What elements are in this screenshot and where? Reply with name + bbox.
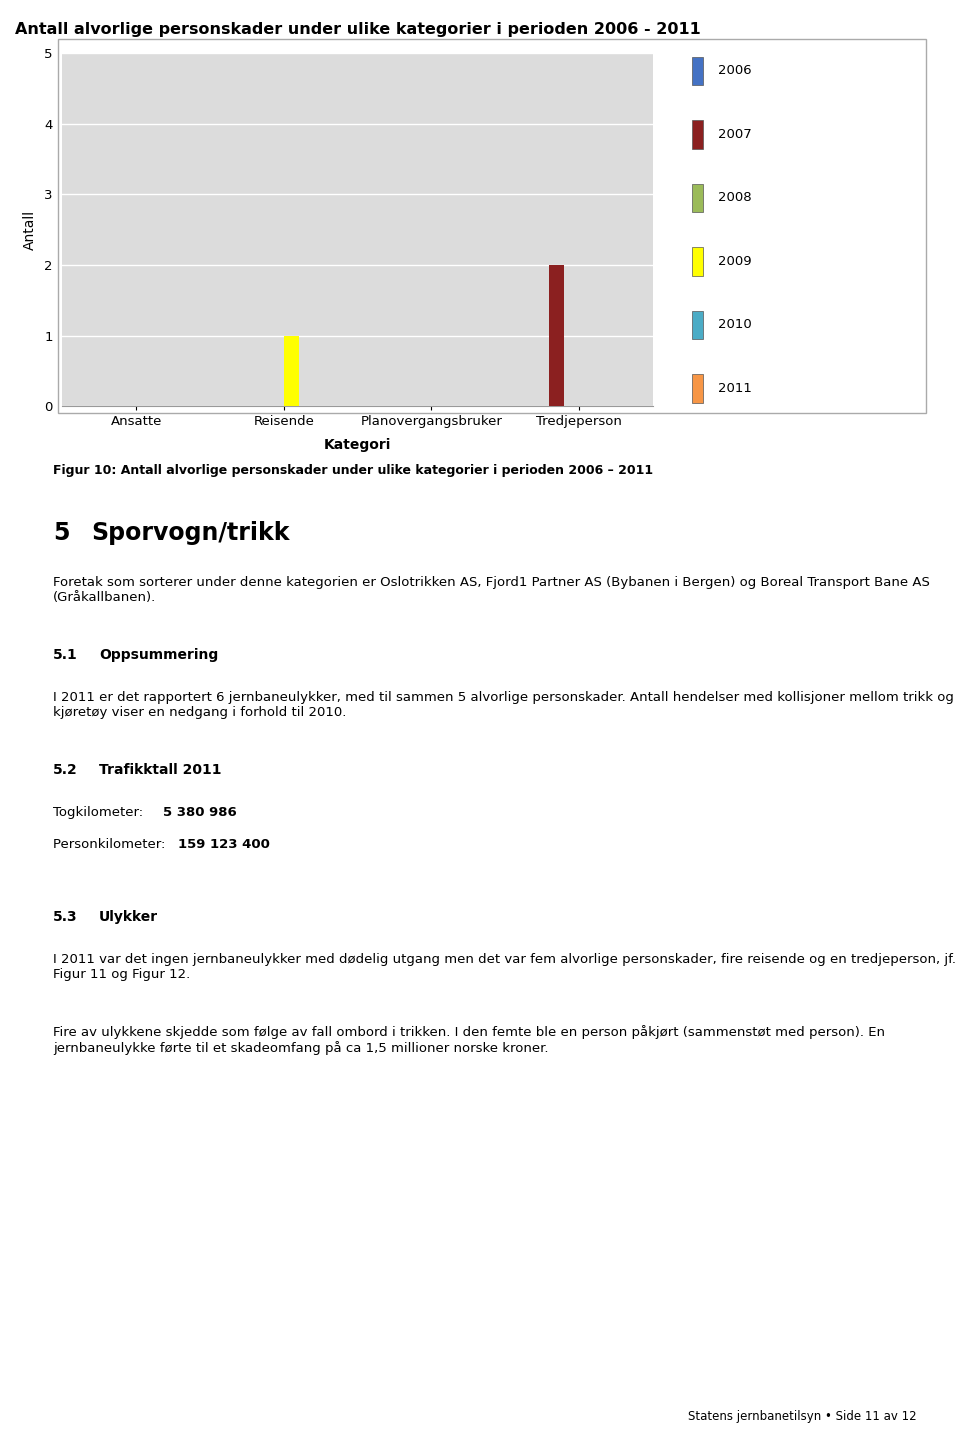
Text: Personkilometer:: Personkilometer:	[53, 838, 169, 851]
Text: 5 380 986: 5 380 986	[163, 806, 237, 819]
Text: 2006: 2006	[718, 65, 752, 78]
Text: 5.2: 5.2	[53, 763, 78, 778]
Text: Fire av ulykkene skjedde som følge av fall ombord i trikken. I den femte ble en : Fire av ulykkene skjedde som følge av fa…	[53, 1025, 885, 1056]
Text: Trafikktall 2011: Trafikktall 2011	[99, 763, 222, 778]
Text: I 2011 er det rapportert 6 jernbaneulykker, med til sammen 5 alvorlige personska: I 2011 er det rapportert 6 jernbaneulykk…	[53, 691, 953, 719]
Title: Antall alvorlige personskader under ulike kategorier i perioden 2006 - 2011: Antall alvorlige personskader under ulik…	[14, 22, 701, 37]
Bar	[692, 121, 703, 148]
Bar	[284, 336, 299, 406]
Text: 2011: 2011	[718, 382, 752, 395]
Bar	[692, 248, 703, 275]
Bar	[692, 184, 703, 212]
Text: Kategori: Kategori	[324, 438, 392, 452]
Text: Statens jernbanetilsyn • Side 11 av 12: Statens jernbanetilsyn • Side 11 av 12	[688, 1410, 917, 1423]
Text: 2010: 2010	[718, 318, 752, 331]
Bar	[692, 374, 703, 403]
Bar	[549, 265, 564, 406]
Text: Sporvogn/trikk: Sporvogn/trikk	[91, 521, 290, 546]
Text: 5.3: 5.3	[53, 910, 78, 924]
Text: 5: 5	[53, 521, 69, 546]
Text: 159 123 400: 159 123 400	[178, 838, 270, 851]
Text: 2009: 2009	[718, 255, 752, 268]
Text: Figur 10: Antall alvorlige personskader under ulike kategorier i perioden 2006 –: Figur 10: Antall alvorlige personskader …	[53, 464, 653, 477]
Text: I 2011 var det ingen jernbaneulykker med dødelig utgang men det var fem alvorlig: I 2011 var det ingen jernbaneulykker med…	[53, 953, 956, 981]
Text: 2008: 2008	[718, 192, 752, 204]
Text: 2007: 2007	[718, 128, 752, 141]
Bar	[692, 311, 703, 338]
Bar	[692, 56, 703, 85]
Text: 5.1: 5.1	[53, 648, 78, 662]
Text: Foretak som sorterer under denne kategorien er Oslotrikken AS, Fjord1 Partner AS: Foretak som sorterer under denne kategor…	[53, 576, 929, 603]
Text: Togkilometer:: Togkilometer:	[53, 806, 147, 819]
Y-axis label: Antall: Antall	[23, 210, 37, 249]
Text: Ulykker: Ulykker	[99, 910, 158, 924]
Text: Oppsummering: Oppsummering	[99, 648, 218, 662]
